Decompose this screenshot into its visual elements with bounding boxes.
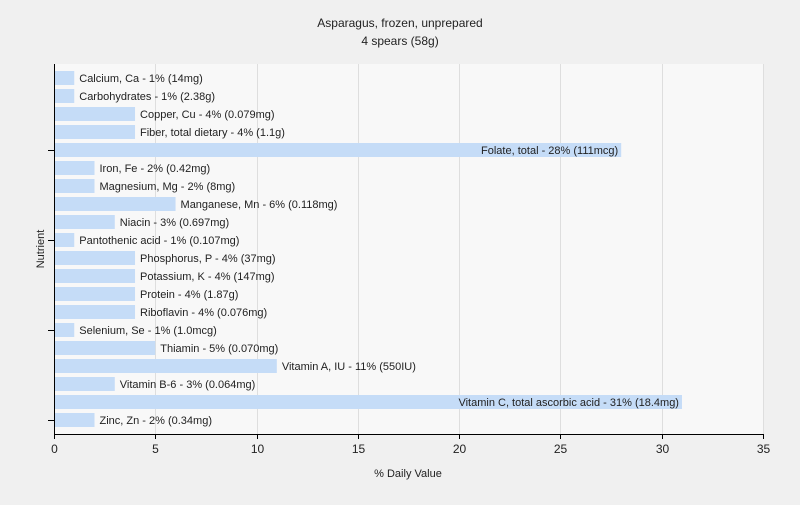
bar [55,359,277,373]
bar-label: Carbohydrates - 1% (2.38g) [79,91,215,103]
bar-label: Selenium, Se - 1% (1.0mcg) [79,325,217,337]
axes: 0 5 10 15 20 25 30 35 [48,64,770,456]
x-tick-label: 35 [757,442,771,456]
bar-label: Thiamin - 5% (0.070mg) [160,343,278,355]
bar [55,377,115,391]
bar [55,305,136,319]
bar-label: Zinc, Zn - 2% (0.34mg) [100,415,212,427]
bar-label: Protein - 4% (1.87g) [140,289,238,301]
bar-label: Vitamin A, IU - 11% (550IU) [282,361,416,373]
y-axis-label: Nutrient [35,230,47,269]
bar-label: Copper, Cu - 4% (0.079mg) [140,109,275,121]
bar [55,323,75,337]
x-tick-label: 15 [352,442,366,456]
bar-label: Fiber, total dietary - 4% (1.1g) [140,127,285,139]
bar-label: Potassium, K - 4% (147mg) [140,271,275,283]
bar [55,341,156,355]
bar-label: Calcium, Ca - 1% (14mg) [79,73,202,85]
bar-label: Vitamin B-6 - 3% (0.064mg) [120,379,256,391]
chart-subtitle: 4 spears (58g) [361,34,438,48]
x-axis-label: % Daily Value [374,468,442,480]
bar-label: Magnesium, Mg - 2% (8mg) [100,181,236,193]
bar-label: Folate, total - 28% (111mcg) [481,145,618,157]
bars [55,71,682,427]
bar-label: Phosphorus, P - 4% (37mg) [140,253,276,265]
bar-label: Riboflavin - 4% (0.076mg) [140,307,267,319]
x-tick-label: 25 [554,442,568,456]
bar [55,233,75,247]
bar [55,71,75,85]
bar [55,287,136,301]
gridlines [155,64,764,434]
x-tick-label: 30 [656,442,670,456]
bar-label: Vitamin C, total ascorbic acid - 31% (18… [458,397,679,409]
bar [55,251,136,265]
bar [55,413,95,427]
chart-title: Asparagus, frozen, unprepared [317,16,482,30]
bar-label: Manganese, Mn - 6% (0.118mg) [181,199,338,211]
bar [55,179,95,193]
bar-label: Iron, Fe - 2% (0.42mg) [100,163,211,175]
bar [55,269,136,283]
x-tick-label: 10 [251,442,265,456]
bar [55,107,136,121]
x-tick-label: 0 [51,442,58,456]
x-tick-label: 5 [152,442,159,456]
bar [55,89,75,103]
bar [55,143,622,157]
bar [55,395,682,409]
bar [55,161,95,175]
bar-label: Pantothenic acid - 1% (0.107mg) [79,235,239,247]
bar-labels: Calcium, Ca - 1% (14mg) Carbohydrates - 1… [79,73,679,427]
bar [55,215,115,229]
bar-label: Niacin - 3% (0.697mg) [120,217,229,229]
bar [55,125,136,139]
bar [55,197,176,211]
x-tick-label: 20 [453,442,467,456]
